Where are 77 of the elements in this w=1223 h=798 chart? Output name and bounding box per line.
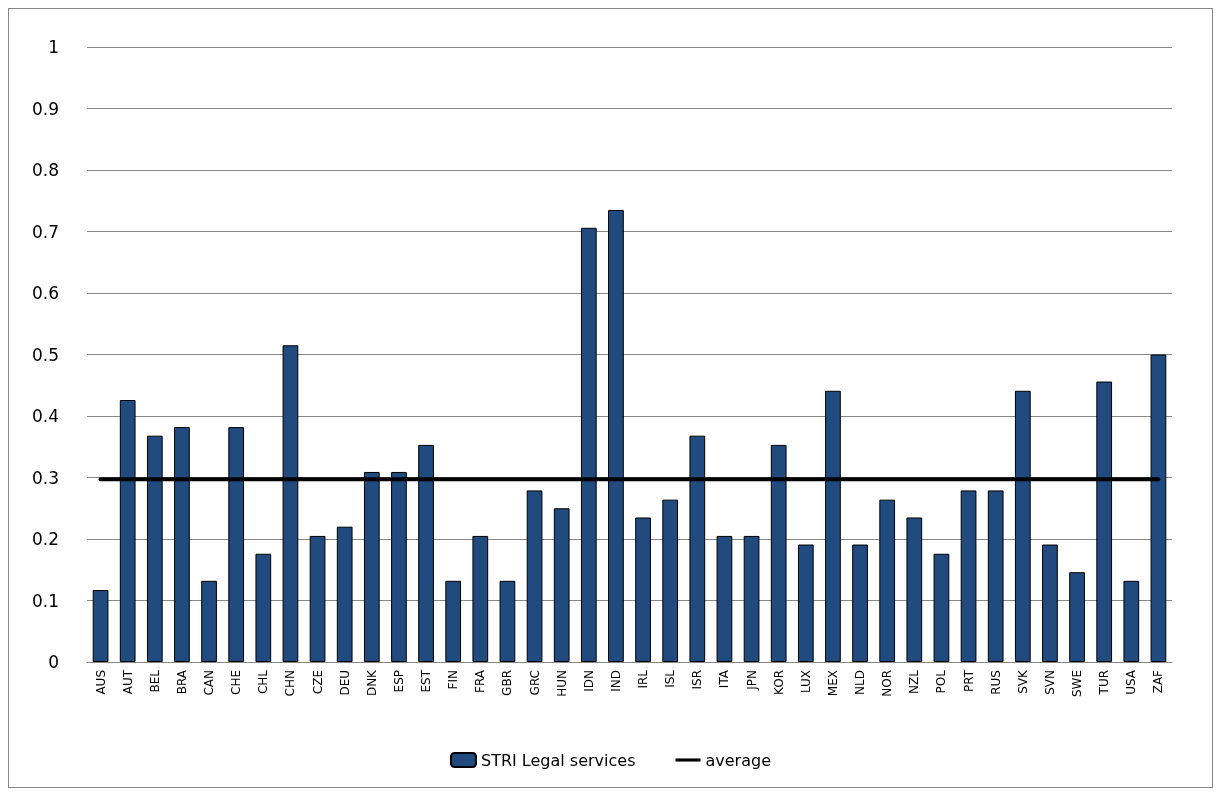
x-tick-label: AUT <box>120 669 135 695</box>
x-tick-label: USA <box>1124 669 1139 695</box>
x-tick-label: IRL <box>636 669 651 689</box>
y-tick-label: 0 <box>48 652 59 672</box>
bar <box>662 499 679 662</box>
bar <box>743 535 760 662</box>
x-tick-label: LUX <box>798 670 813 694</box>
x-tick-label: BEL <box>147 669 162 693</box>
x-tick-label: SVK <box>1015 668 1030 694</box>
bar <box>852 544 868 662</box>
x-tick-label: DNK <box>364 668 379 697</box>
x-tick-label: CHE <box>229 670 244 695</box>
x-tick-label: EST <box>419 669 434 693</box>
x-tick-label: NOR <box>880 670 895 697</box>
x-tick-label: DEU <box>337 670 352 696</box>
bar <box>960 490 977 662</box>
x-tick-label: GRC <box>527 670 542 696</box>
x-tick-label: CAN <box>202 670 217 696</box>
y-tick-label: 0.6 <box>31 283 59 303</box>
bar <box>445 580 462 662</box>
x-tick-label: RUS <box>988 670 1003 695</box>
x-tick-label: IND <box>608 670 623 692</box>
x-tick-label: POL <box>934 669 949 694</box>
x-tick-label: GBR <box>500 670 515 696</box>
bar <box>987 490 1004 662</box>
legend-label: STRI Legal services <box>481 750 636 770</box>
bar <box>472 535 489 662</box>
legend-label: average <box>705 750 771 770</box>
x-tick-label: SWE <box>1070 670 1085 698</box>
bar <box>553 508 570 662</box>
bar <box>933 553 950 662</box>
y-tick-label: 0.3 <box>31 467 59 488</box>
y-tick-label: 0.4 <box>31 406 59 426</box>
bar <box>1042 544 1058 662</box>
bar <box>526 490 543 662</box>
x-tick-label: TUR <box>1097 670 1112 696</box>
x-tick-label: IDN <box>581 670 596 692</box>
bar <box>797 544 814 662</box>
x-tick-label: CHN <box>283 670 298 697</box>
y-tick-label: 0.9 <box>31 98 59 119</box>
x-tick-label: FRA <box>473 669 488 693</box>
x-tick-label: HUN <box>554 670 569 697</box>
x-tick-label: FIN <box>446 670 461 690</box>
x-tick-label: NZL <box>907 669 922 694</box>
x-tick-label: PRT <box>961 669 976 693</box>
x-tick-label: ISR <box>690 670 705 690</box>
bar <box>906 517 923 662</box>
y-tick-label: 0.2 <box>31 529 59 549</box>
bar <box>309 535 326 662</box>
x-tick-label: ZAF <box>1151 669 1166 694</box>
x-tick-label: KOR <box>771 670 786 695</box>
bar <box>716 535 733 662</box>
x-tick-label: CHL <box>256 669 271 695</box>
x-tick-label: BRA <box>174 669 189 695</box>
y-tick-label: 1 <box>48 37 59 57</box>
y-tick-label: 0.7 <box>31 221 59 242</box>
bar <box>499 580 516 662</box>
bar <box>92 590 109 662</box>
bar <box>1123 580 1140 662</box>
bar <box>1069 572 1085 662</box>
y-tick-label: 0.1 <box>31 590 59 611</box>
bar <box>635 517 651 662</box>
bar <box>336 526 353 662</box>
x-tick-label: ITA <box>717 669 732 689</box>
bar <box>255 553 272 662</box>
y-tick-label: 0.8 <box>31 160 59 180</box>
bar <box>201 580 217 662</box>
x-tick-label: MEX <box>825 670 840 697</box>
y-tick-label: 0.5 <box>31 344 59 365</box>
bar <box>879 499 896 662</box>
x-tick-label: NLD <box>853 670 868 695</box>
x-tick-label: SVN <box>1042 670 1057 695</box>
x-tick-label: ESP <box>391 670 406 693</box>
x-tick-label: AUS <box>93 670 108 695</box>
x-tick-label: CZE <box>310 670 325 695</box>
x-tick-label: JPN <box>744 670 759 691</box>
x-tick-label: ISL <box>663 669 678 688</box>
